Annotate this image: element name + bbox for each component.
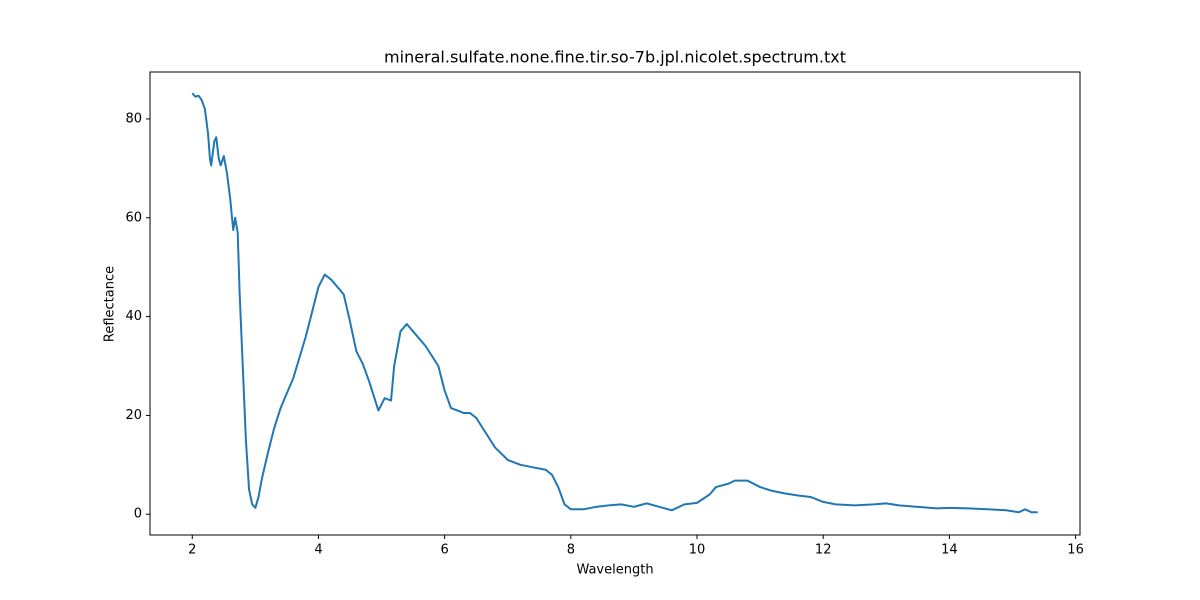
x-tick-label: 2	[188, 543, 196, 558]
y-tick-label: 0	[134, 507, 142, 522]
plot-frame	[149, 71, 1081, 536]
x-tick-label: 14	[941, 543, 958, 558]
x-tick-label: 16	[1067, 543, 1084, 558]
y-tick-label: 40	[125, 309, 142, 324]
x-axis-label: Wavelength	[576, 563, 653, 578]
chart-title: mineral.sulfate.none.fine.tir.so-7b.jpl.…	[384, 48, 846, 67]
x-tick-label: 8	[567, 543, 575, 558]
x-tick-label: 4	[314, 543, 322, 558]
x-tick-label: 6	[441, 543, 449, 558]
x-tick-label: 12	[815, 543, 832, 558]
y-tick-label: 60	[125, 210, 142, 225]
y-tick-label: 80	[125, 111, 142, 126]
data-line	[191, 92, 1038, 514]
y-tick-label: 20	[125, 408, 142, 423]
y-axis-label: Reflectance	[103, 266, 118, 342]
x-tick-label: 10	[689, 543, 706, 558]
